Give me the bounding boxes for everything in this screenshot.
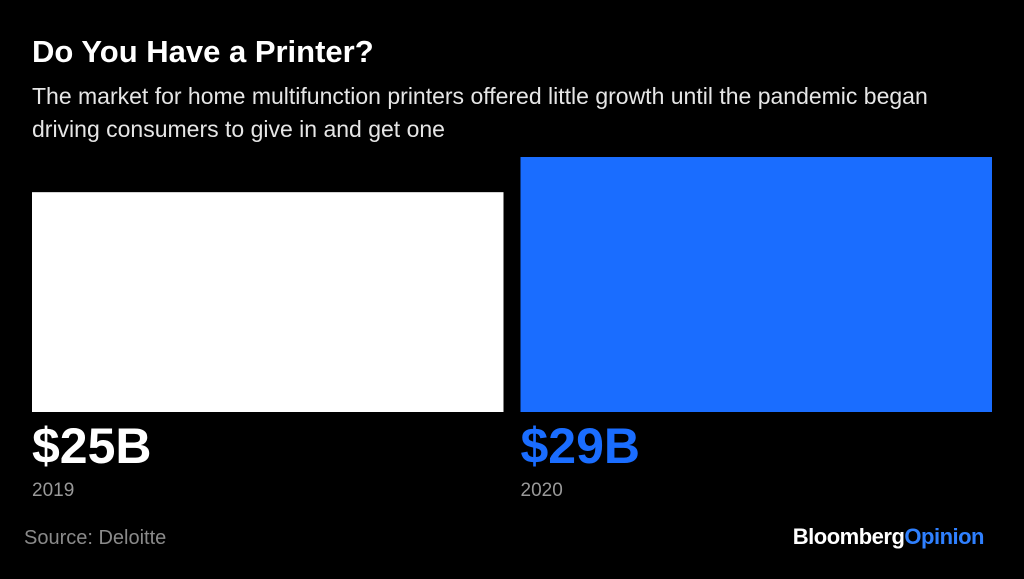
- source: Source: Deloitte: [24, 527, 166, 549]
- chart-subtitle: The market for home multifunction printe…: [32, 83, 928, 142]
- value-label: $25B: [32, 418, 152, 474]
- value-label: $29B: [521, 418, 641, 474]
- chart-title: Do You Have a Printer?: [32, 34, 374, 69]
- logo-name: Bloomberg: [793, 524, 905, 549]
- logo: BloombergOpinion: [793, 524, 984, 549]
- logo-suffix: Opinion: [904, 524, 984, 549]
- bar: [520, 157, 992, 412]
- bar: [32, 192, 504, 412]
- category-label: 2019: [32, 480, 74, 501]
- category-label: 2020: [521, 480, 563, 501]
